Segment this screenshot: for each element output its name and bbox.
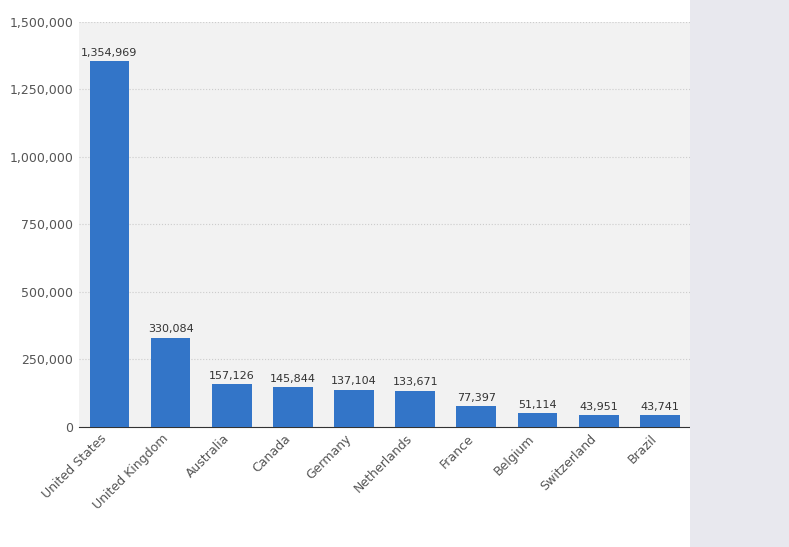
Text: 43,741: 43,741	[641, 401, 679, 412]
Text: 1,354,969: 1,354,969	[81, 48, 137, 58]
Text: 137,104: 137,104	[331, 376, 377, 386]
Bar	[90, 61, 129, 427]
Text: 51,114: 51,114	[518, 400, 557, 410]
Bar	[212, 384, 252, 427]
Text: 157,126: 157,126	[209, 371, 255, 381]
Bar	[579, 415, 619, 427]
Text: 43,951: 43,951	[579, 401, 618, 411]
Bar	[151, 337, 190, 427]
Bar	[335, 389, 374, 427]
Bar	[640, 415, 679, 427]
Text: 77,397: 77,397	[457, 393, 495, 403]
Bar	[457, 406, 496, 427]
Text: 133,671: 133,671	[392, 377, 438, 387]
Bar	[395, 391, 435, 427]
Text: 330,084: 330,084	[148, 324, 193, 334]
Text: 145,844: 145,844	[270, 374, 316, 384]
Bar	[273, 387, 312, 427]
Bar	[518, 413, 557, 427]
Y-axis label: Number of companies: Number of companies	[0, 155, 1, 293]
